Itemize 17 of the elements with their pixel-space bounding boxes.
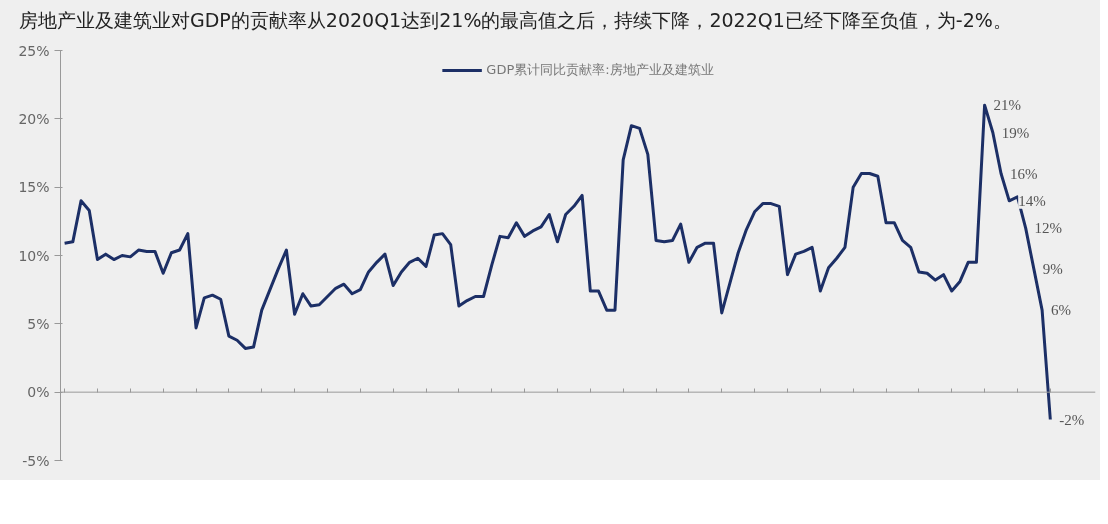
y-tick-label: 5% bbox=[27, 315, 50, 332]
data-label: 12% bbox=[1034, 220, 1063, 237]
y-tick-label: 0% bbox=[27, 384, 50, 401]
data-label: 6% bbox=[1051, 302, 1072, 319]
y-tick-label: 10% bbox=[18, 247, 50, 264]
data-label: 16% bbox=[1009, 165, 1038, 182]
data-label: 21% bbox=[993, 97, 1022, 114]
legend-label: GDP累计同比贡献率:房地产业及建筑业 bbox=[486, 61, 714, 79]
data-label: 14% bbox=[1018, 192, 1046, 209]
y-tick-label: 15% bbox=[18, 179, 50, 196]
data-label: -2% bbox=[1059, 411, 1085, 428]
y-tick-label: 20% bbox=[18, 110, 50, 127]
y-tick-label: 25% bbox=[18, 42, 50, 59]
y-tick-label: -5% bbox=[22, 452, 50, 469]
chart-title: 房地产业及建筑业对GDP的贡献率从2020Q1达到21%的最高值之后，持续下降，2022Q1已经下降至负值，为-2%。 bbox=[19, 8, 1012, 33]
data-label: 9% bbox=[1042, 261, 1063, 278]
data-label: 19% bbox=[1001, 124, 1030, 141]
